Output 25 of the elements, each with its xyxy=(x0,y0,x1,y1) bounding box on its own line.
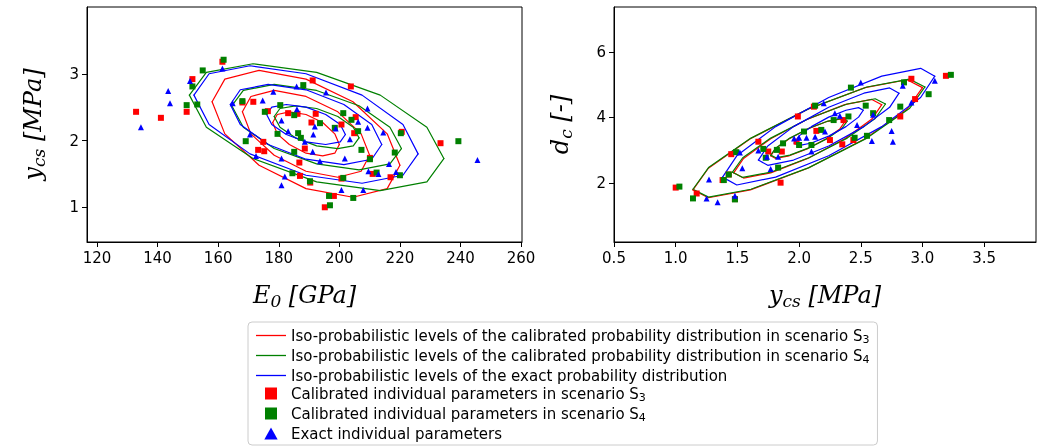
y-tick-label: 1 xyxy=(69,198,79,217)
x-tick-label: 3.0 xyxy=(910,248,935,267)
x-tick-label: 180 xyxy=(264,248,294,267)
y-axis-title: dc [-] xyxy=(545,94,576,155)
x-tick-label: 240 xyxy=(446,248,475,267)
x-tick-label: 160 xyxy=(203,248,233,267)
x-tick-label: 1.0 xyxy=(663,248,688,267)
x-tick-label: 1.5 xyxy=(725,248,750,267)
x-tick-label: 120 xyxy=(82,248,112,267)
x-tick-label: 260 xyxy=(506,248,536,267)
x-tick-label: 0.5 xyxy=(602,248,626,267)
legend-label: Iso-probabilistic levels of the exact probability distribution xyxy=(291,366,728,385)
y-tick-label: 2 xyxy=(69,131,79,150)
x-tick-label: 200 xyxy=(325,248,354,267)
y-axis-title: ycs [MPa] xyxy=(18,67,49,182)
x-tick-label: 2.5 xyxy=(848,248,873,267)
x-tick-label: 3.5 xyxy=(972,248,997,267)
legend-label: Exact individual parameters xyxy=(291,424,503,443)
y-tick-label: 6 xyxy=(596,42,606,61)
y-tick-label: 4 xyxy=(596,108,606,127)
x-tick-label: 140 xyxy=(143,248,172,267)
y-tick-label: 2 xyxy=(596,174,606,192)
x-tick-label: 2.0 xyxy=(787,248,812,267)
x-tick-label: 220 xyxy=(385,248,415,267)
y-tick-label: 3 xyxy=(69,64,79,83)
